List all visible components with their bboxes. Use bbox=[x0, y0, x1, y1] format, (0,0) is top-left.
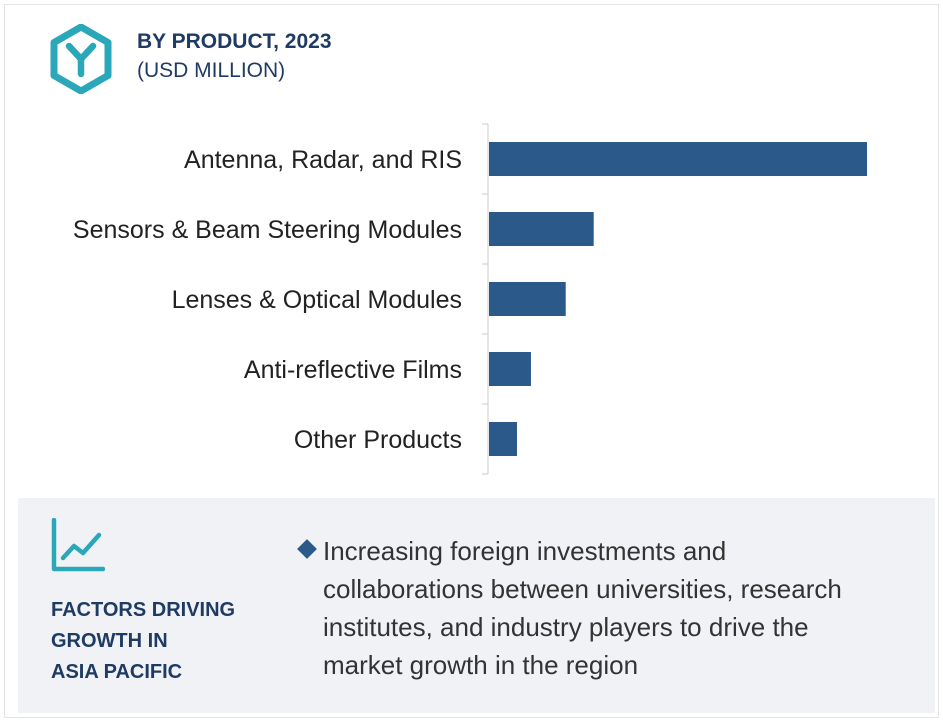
line-chart-icon bbox=[51, 518, 105, 572]
factor-text-line: market growth in the region bbox=[323, 650, 639, 680]
chart-subtitle: (USD MILLION) bbox=[137, 59, 286, 82]
factor-description: Increasing foreign investments and colla… bbox=[323, 532, 923, 684]
factors-panel: FACTORS DRIVING GROWTH IN ASIA PACIFIC I… bbox=[18, 498, 935, 713]
bar bbox=[489, 422, 517, 456]
category-label: Antenna, Radar, and RIS bbox=[184, 146, 462, 174]
factors-heading: FACTORS DRIVING GROWTH IN ASIA PACIFIC bbox=[51, 595, 291, 688]
factor-text-line: Increasing foreign investments and bbox=[323, 536, 727, 566]
category-label: Other Products bbox=[294, 426, 462, 454]
category-label: Lenses & Optical Modules bbox=[172, 286, 462, 314]
bar bbox=[489, 142, 867, 176]
hexagon-y-logo-icon bbox=[50, 24, 112, 94]
bar bbox=[489, 352, 531, 386]
bar-chart: Antenna, Radar, and RIS Sensors & Beam St… bbox=[73, 123, 867, 475]
category-label: Sensors & Beam Steering Modules bbox=[73, 216, 462, 244]
factor-text-line: collaborations between universities, res… bbox=[323, 574, 842, 604]
bar bbox=[489, 282, 566, 316]
bar bbox=[489, 212, 594, 246]
category-label: Anti-reflective Films bbox=[244, 356, 462, 384]
factors-heading-line: FACTORS DRIVING bbox=[51, 599, 236, 621]
factors-heading-line: ASIA PACIFIC bbox=[51, 661, 183, 683]
factors-heading-line: GROWTH IN bbox=[51, 630, 168, 652]
diamond-bullet-icon bbox=[297, 539, 317, 559]
factor-text-line: institutes, and industry players to driv… bbox=[323, 612, 809, 642]
chart-title: BY PRODUCT, 2023 bbox=[137, 30, 332, 53]
